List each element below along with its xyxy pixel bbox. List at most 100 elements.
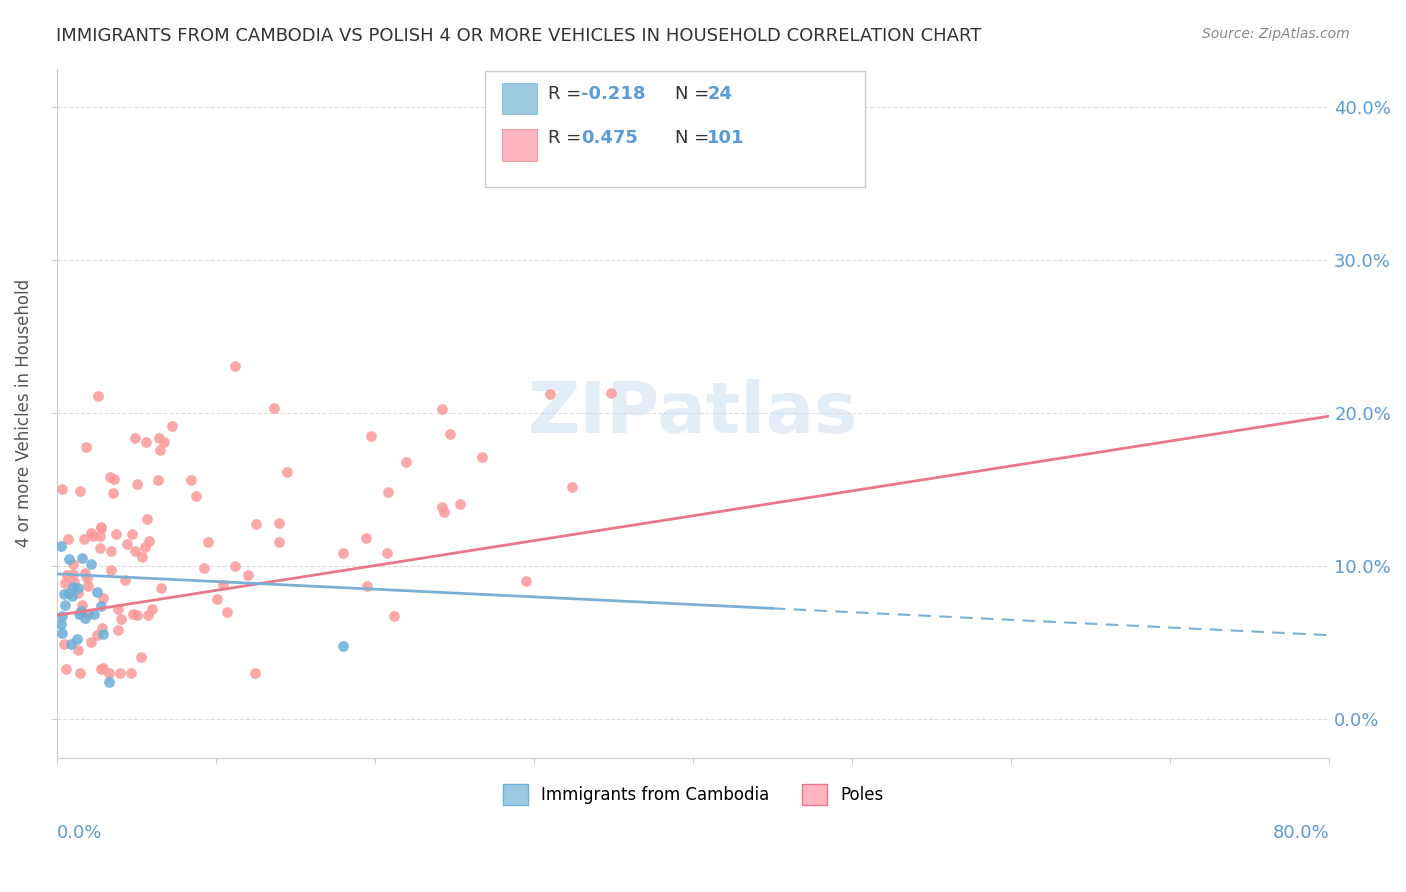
Point bbox=[76, 570, 98, 584]
Point bbox=[134, 540, 156, 554]
Text: ZIPatlas: ZIPatlas bbox=[529, 378, 858, 448]
Point bbox=[148, 474, 170, 488]
Point bbox=[56, 568, 79, 582]
Point bbox=[193, 561, 215, 575]
Point bbox=[67, 607, 90, 621]
Point bbox=[73, 532, 96, 546]
Point bbox=[86, 389, 108, 403]
Point bbox=[471, 450, 494, 464]
Point bbox=[120, 666, 142, 681]
Point bbox=[60, 590, 83, 604]
Text: Source: ZipAtlas.com: Source: ZipAtlas.com bbox=[1202, 27, 1350, 41]
Point bbox=[267, 516, 290, 530]
Text: -0.218: -0.218 bbox=[581, 85, 645, 103]
Point bbox=[108, 666, 131, 681]
Point bbox=[515, 574, 537, 589]
Point bbox=[70, 598, 93, 612]
Point bbox=[276, 465, 298, 479]
Point bbox=[561, 480, 583, 494]
Point bbox=[53, 637, 76, 651]
Point bbox=[80, 635, 103, 649]
Point bbox=[149, 442, 172, 457]
Point bbox=[600, 385, 623, 400]
Point bbox=[53, 598, 76, 612]
Point bbox=[114, 574, 136, 588]
Point bbox=[69, 604, 91, 618]
Point bbox=[150, 581, 173, 595]
Text: 0.0%: 0.0% bbox=[58, 823, 103, 841]
Point bbox=[152, 434, 174, 449]
Point bbox=[360, 429, 382, 443]
Point bbox=[101, 485, 124, 500]
Point bbox=[86, 584, 108, 599]
Point bbox=[63, 575, 86, 590]
Point bbox=[332, 640, 354, 654]
Point bbox=[238, 568, 260, 582]
Point bbox=[90, 521, 112, 535]
Point bbox=[62, 557, 84, 571]
Point bbox=[432, 500, 454, 514]
Point bbox=[141, 602, 163, 616]
Point bbox=[127, 477, 149, 491]
Point bbox=[98, 470, 121, 484]
Point bbox=[69, 484, 91, 499]
Point bbox=[125, 608, 148, 623]
Point bbox=[186, 489, 208, 503]
Point bbox=[98, 674, 121, 689]
Point bbox=[377, 546, 399, 560]
Point bbox=[207, 592, 229, 607]
Point bbox=[160, 419, 183, 434]
Point bbox=[354, 531, 377, 545]
Point bbox=[53, 587, 76, 601]
Point bbox=[56, 532, 79, 546]
Point bbox=[432, 402, 454, 417]
Point bbox=[131, 549, 153, 564]
Point bbox=[245, 517, 267, 532]
Point bbox=[76, 579, 98, 593]
Point bbox=[79, 526, 101, 541]
Point bbox=[58, 586, 80, 600]
Text: 24: 24 bbox=[707, 85, 733, 103]
Point bbox=[55, 662, 77, 676]
Point bbox=[53, 576, 76, 591]
Point bbox=[100, 544, 122, 558]
Point bbox=[62, 567, 84, 582]
Text: 101: 101 bbox=[707, 129, 745, 147]
Point bbox=[433, 505, 456, 519]
Point bbox=[148, 431, 170, 445]
Point bbox=[75, 440, 97, 454]
Point bbox=[215, 606, 238, 620]
Point bbox=[66, 581, 89, 595]
Text: 0.475: 0.475 bbox=[581, 129, 637, 147]
Point bbox=[51, 609, 73, 624]
Text: IMMIGRANTS FROM CAMBODIA VS POLISH 4 OR MORE VEHICLES IN HOUSEHOLD CORRELATION C: IMMIGRANTS FROM CAMBODIA VS POLISH 4 OR … bbox=[56, 27, 981, 45]
Point bbox=[439, 426, 461, 441]
Point bbox=[91, 626, 114, 640]
Point bbox=[80, 558, 103, 572]
Point bbox=[51, 626, 73, 640]
Point bbox=[269, 535, 291, 549]
Point bbox=[117, 537, 139, 551]
Point bbox=[135, 435, 157, 450]
Point bbox=[104, 526, 127, 541]
Point bbox=[82, 529, 104, 543]
Point bbox=[66, 643, 89, 657]
Point bbox=[59, 637, 82, 651]
Point bbox=[89, 541, 111, 556]
Legend: Immigrants from Cambodia, Poles: Immigrants from Cambodia, Poles bbox=[496, 778, 891, 812]
Point bbox=[100, 563, 122, 577]
Point bbox=[77, 607, 100, 622]
Point bbox=[377, 484, 399, 499]
Point bbox=[86, 628, 108, 642]
Point bbox=[91, 591, 114, 605]
Point bbox=[69, 666, 91, 681]
Point bbox=[66, 586, 89, 600]
Point bbox=[212, 578, 235, 592]
Point bbox=[395, 454, 418, 468]
Point bbox=[224, 558, 246, 573]
Text: N =: N = bbox=[675, 129, 714, 147]
Point bbox=[135, 512, 157, 526]
Text: R =: R = bbox=[548, 85, 588, 103]
Point bbox=[103, 472, 125, 486]
Point bbox=[91, 621, 114, 635]
